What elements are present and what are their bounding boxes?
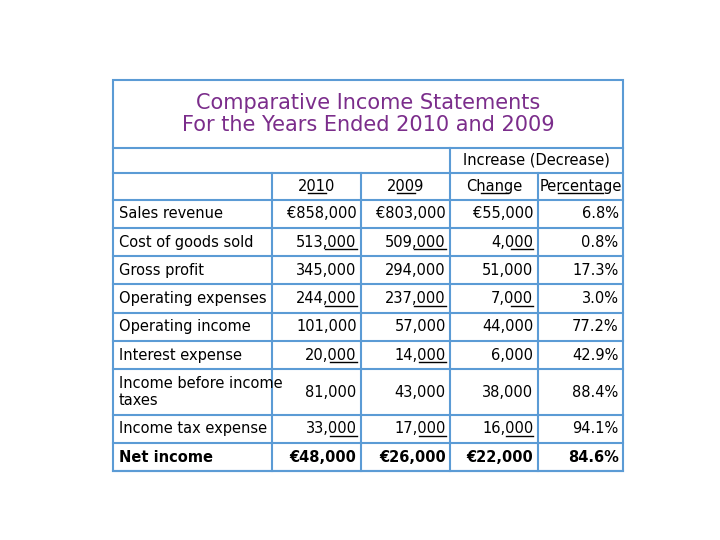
Text: 42.9%: 42.9% (572, 348, 618, 363)
Text: Sales revenue: Sales revenue (119, 206, 222, 221)
Text: 0.8%: 0.8% (582, 234, 618, 249)
Text: taxes: taxes (119, 393, 158, 408)
Text: 294,000: 294,000 (385, 263, 446, 278)
Text: 43,000: 43,000 (395, 384, 446, 400)
Text: Interest expense: Interest expense (119, 348, 242, 363)
Text: 14,000: 14,000 (395, 348, 446, 363)
Text: 2010: 2010 (298, 179, 336, 193)
Text: 4,000: 4,000 (491, 234, 534, 249)
Text: 88.4%: 88.4% (572, 384, 618, 400)
Text: Comparative Income Statements: Comparative Income Statements (196, 93, 540, 113)
Text: 17,000: 17,000 (395, 421, 446, 436)
Text: Income tax expense: Income tax expense (119, 421, 267, 436)
Text: 237,000: 237,000 (385, 291, 446, 306)
Text: 57,000: 57,000 (395, 320, 446, 334)
Text: Increase (Decrease): Increase (Decrease) (464, 153, 611, 168)
Text: 16,000: 16,000 (482, 421, 534, 436)
Text: 6.8%: 6.8% (582, 206, 618, 221)
Text: €26,000: €26,000 (379, 450, 446, 465)
Text: 38,000: 38,000 (482, 384, 534, 400)
Text: 7,000: 7,000 (491, 291, 534, 306)
Text: 2009: 2009 (387, 179, 425, 193)
Text: €858,000: €858,000 (287, 206, 356, 221)
Text: Gross profit: Gross profit (119, 263, 204, 278)
Text: 33,000: 33,000 (305, 421, 356, 436)
Text: 3.0%: 3.0% (582, 291, 618, 306)
Text: Operating expenses: Operating expenses (119, 291, 266, 306)
Text: Operating income: Operating income (119, 320, 251, 334)
Text: €55,000: €55,000 (473, 206, 534, 221)
Text: Cost of goods sold: Cost of goods sold (119, 234, 253, 249)
Text: €803,000: €803,000 (376, 206, 446, 221)
Text: Change: Change (466, 179, 522, 193)
Text: 101,000: 101,000 (296, 320, 356, 334)
Text: 509,000: 509,000 (385, 234, 446, 249)
Text: 44,000: 44,000 (482, 320, 534, 334)
Text: 20,000: 20,000 (305, 348, 356, 363)
Text: 244,000: 244,000 (296, 291, 356, 306)
Text: €22,000: €22,000 (467, 450, 534, 465)
Text: 81,000: 81,000 (305, 384, 356, 400)
Text: 51,000: 51,000 (482, 263, 534, 278)
Text: Net income: Net income (119, 450, 212, 465)
Text: 6,000: 6,000 (491, 348, 534, 363)
Text: Income before income: Income before income (119, 376, 282, 392)
Text: 345,000: 345,000 (296, 263, 356, 278)
Text: 513,000: 513,000 (296, 234, 356, 249)
Text: 17.3%: 17.3% (572, 263, 618, 278)
Text: 84.6%: 84.6% (567, 450, 618, 465)
Text: For the Years Ended 2010 and 2009: For the Years Ended 2010 and 2009 (182, 115, 554, 135)
Text: 94.1%: 94.1% (572, 421, 618, 436)
Text: €48,000: €48,000 (289, 450, 356, 465)
Text: Percentage: Percentage (539, 179, 622, 193)
Text: 77.2%: 77.2% (572, 320, 618, 334)
